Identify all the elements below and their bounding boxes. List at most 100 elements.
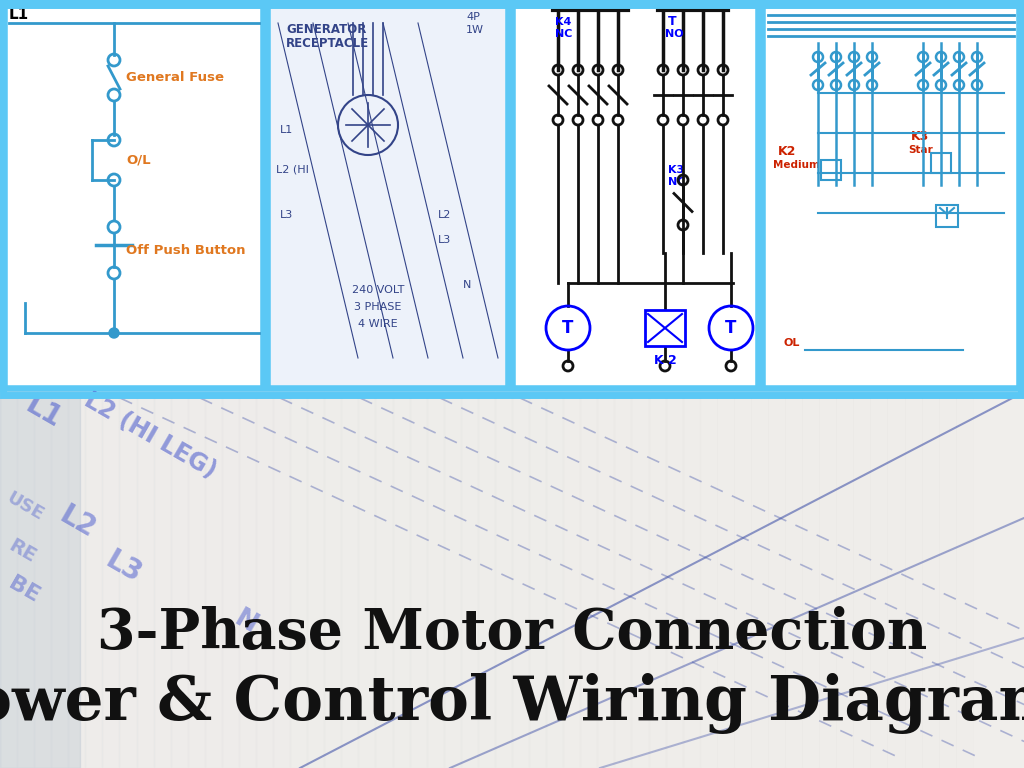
Text: L1: L1	[20, 392, 66, 434]
Bar	[290, 392, 307, 768]
Text: K4: K4	[555, 17, 571, 27]
Text: RECEPTACLE: RECEPTACLE	[286, 37, 369, 50]
Bar	[904, 392, 922, 768]
Bar	[632, 392, 648, 768]
Bar	[888, 392, 904, 768]
Bar	[34, 392, 51, 768]
Bar	[870, 392, 888, 768]
Bar	[819, 392, 837, 768]
Bar	[0, 392, 1024, 768]
Bar	[85, 392, 102, 768]
Bar	[837, 392, 853, 768]
Bar	[936, 205, 958, 227]
Bar	[666, 392, 683, 768]
Text: NC: NC	[668, 177, 685, 187]
Bar	[546, 392, 563, 768]
Bar	[69, 392, 85, 768]
Bar	[751, 392, 768, 768]
Bar	[645, 310, 685, 346]
Bar	[513, 5, 758, 388]
Text: 4 WIRE: 4 WIRE	[358, 319, 397, 329]
Bar	[136, 392, 154, 768]
Bar	[222, 392, 239, 768]
Text: K3: K3	[668, 165, 684, 175]
Bar	[427, 392, 443, 768]
Bar	[648, 392, 666, 768]
Bar	[273, 392, 290, 768]
Text: L3: L3	[438, 235, 452, 245]
Bar	[51, 392, 69, 768]
Bar	[717, 392, 734, 768]
Bar	[853, 392, 870, 768]
Bar	[376, 392, 392, 768]
Bar	[699, 392, 717, 768]
Text: NC: NC	[555, 29, 572, 39]
Text: NO: NO	[665, 29, 684, 39]
Text: 240 VOLT: 240 VOLT	[352, 285, 404, 295]
Text: K2: K2	[778, 145, 797, 158]
Text: O/L: O/L	[126, 154, 151, 167]
Text: N: N	[463, 280, 471, 290]
Bar	[1007, 392, 1024, 768]
Text: General Fuse: General Fuse	[126, 71, 224, 84]
Bar	[563, 392, 581, 768]
Text: L1: L1	[280, 125, 293, 135]
Text: L2: L2	[55, 502, 101, 544]
Bar	[763, 5, 1019, 388]
Text: Star: Star	[908, 145, 933, 155]
Text: K 2: K 2	[653, 354, 677, 367]
Bar	[205, 392, 222, 768]
Circle shape	[109, 328, 119, 338]
Bar	[256, 392, 273, 768]
Text: Medium: Medium	[773, 160, 820, 170]
Text: BE: BE	[5, 574, 43, 607]
Bar	[931, 153, 951, 173]
Text: OL: OL	[783, 338, 800, 348]
Text: T: T	[725, 319, 736, 337]
Text: Power & Control Wiring Diagrams: Power & Control Wiring Diagrams	[0, 673, 1024, 733]
Text: 3 PHASE: 3 PHASE	[354, 302, 401, 312]
Bar	[239, 392, 256, 768]
Text: 4P: 4P	[466, 12, 480, 22]
Bar	[120, 392, 136, 768]
Bar	[171, 392, 187, 768]
Bar	[973, 392, 990, 768]
Bar	[410, 392, 427, 768]
Bar	[495, 392, 512, 768]
Text: USE: USE	[3, 488, 46, 524]
Text: RE: RE	[5, 536, 39, 567]
Text: Off Push Button: Off Push Button	[126, 243, 246, 257]
Bar	[443, 392, 461, 768]
Bar	[5, 5, 263, 388]
Text: L2 (HI LEG): L2 (HI LEG)	[80, 388, 220, 483]
Bar	[268, 5, 508, 388]
Text: L3: L3	[280, 210, 293, 220]
Text: L1: L1	[9, 7, 29, 22]
Bar	[17, 392, 34, 768]
Bar	[392, 392, 410, 768]
Text: L2 (HI: L2 (HI	[276, 165, 309, 175]
Bar	[614, 392, 632, 768]
Bar	[0, 392, 80, 768]
Bar	[478, 392, 495, 768]
Bar	[325, 392, 341, 768]
Text: 1W: 1W	[466, 25, 484, 35]
Bar	[102, 392, 120, 768]
Bar	[683, 392, 699, 768]
Bar	[768, 392, 785, 768]
Text: L3: L3	[100, 546, 146, 589]
Bar	[307, 392, 325, 768]
Bar	[0, 0, 1024, 398]
Bar	[187, 392, 205, 768]
Text: GENERATOR: GENERATOR	[286, 23, 367, 36]
Bar	[785, 392, 802, 768]
Text: 3-Phase Motor Connection: 3-Phase Motor Connection	[97, 605, 927, 660]
Bar	[461, 392, 478, 768]
Bar	[990, 392, 1007, 768]
Bar	[529, 392, 546, 768]
Bar	[939, 392, 955, 768]
Bar	[3, 5, 1021, 395]
Text: L2: L2	[438, 210, 452, 220]
Bar	[734, 392, 751, 768]
Bar	[358, 392, 376, 768]
